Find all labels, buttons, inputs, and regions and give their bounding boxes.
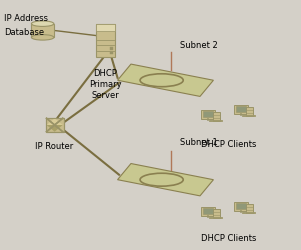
- Bar: [213, 209, 220, 218]
- Text: DHCP: DHCP: [94, 69, 117, 78]
- Bar: [242, 115, 255, 116]
- Bar: [201, 206, 215, 216]
- Text: Server: Server: [92, 92, 119, 100]
- Bar: [96, 24, 115, 31]
- Text: Subnet 2: Subnet 2: [181, 41, 218, 50]
- Bar: [96, 24, 115, 57]
- Bar: [110, 52, 113, 54]
- Bar: [201, 110, 215, 119]
- Bar: [213, 112, 220, 121]
- Text: DHCP Clients: DHCP Clients: [201, 140, 256, 149]
- Ellipse shape: [31, 35, 54, 40]
- Bar: [46, 118, 64, 132]
- Bar: [110, 47, 113, 50]
- Bar: [246, 204, 253, 213]
- Text: Primary: Primary: [89, 80, 122, 89]
- Bar: [31, 24, 54, 37]
- Ellipse shape: [31, 21, 54, 26]
- Text: IP Router: IP Router: [36, 142, 74, 152]
- Bar: [203, 208, 213, 214]
- Bar: [209, 217, 222, 218]
- Polygon shape: [47, 125, 63, 132]
- Bar: [234, 202, 247, 211]
- Bar: [242, 212, 255, 213]
- Polygon shape: [118, 64, 213, 96]
- Polygon shape: [47, 118, 63, 125]
- Bar: [234, 105, 247, 114]
- Polygon shape: [118, 164, 213, 196]
- Bar: [236, 106, 246, 112]
- Bar: [203, 111, 213, 117]
- Text: Database: Database: [4, 28, 44, 37]
- Bar: [236, 203, 246, 209]
- Bar: [209, 120, 222, 121]
- Text: DHCP Clients: DHCP Clients: [201, 234, 256, 244]
- Text: Subnet 1: Subnet 1: [181, 138, 218, 147]
- Bar: [46, 118, 64, 132]
- Bar: [246, 107, 253, 116]
- Text: IP Address: IP Address: [4, 14, 48, 23]
